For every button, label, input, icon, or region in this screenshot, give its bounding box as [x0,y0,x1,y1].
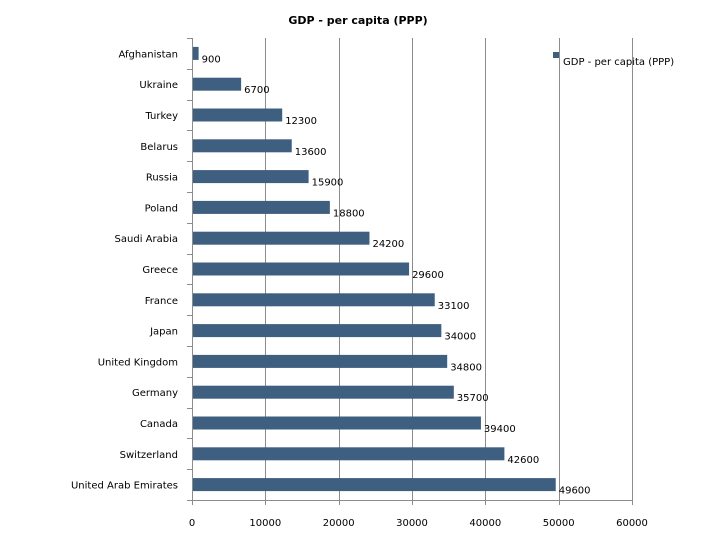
bar [193,385,454,399]
data-label: 34800 [450,362,482,373]
category-label: Germany [132,388,178,399]
x-tick-label: 20000 [323,518,355,529]
x-tick-label: 10000 [249,518,281,529]
data-label: 49600 [559,486,591,497]
bar [193,354,448,368]
category-label: France [145,296,178,307]
bar [193,478,556,492]
data-label: 6700 [244,85,269,96]
bar [193,108,283,122]
data-label: 34000 [444,332,476,343]
data-label: 33100 [438,301,470,312]
x-tick-label: 30000 [396,518,428,529]
category-label: Ukraine [139,80,178,91]
data-label: 42600 [507,455,539,466]
category-labels: Afghanistan Ukraine Turkey Belarus Russia Pol… [71,49,178,491]
bar [193,170,309,184]
bar [193,447,505,461]
bars [193,46,556,492]
bar [193,231,370,245]
data-label: 29600 [412,270,444,281]
bar [193,200,330,214]
bar [193,77,242,91]
category-label: Russia [146,173,178,184]
data-labels: 900 6700 12300 13600 15900 18800 24200 29600 331… [202,54,591,496]
bar [193,293,435,307]
x-tick-label: 50000 [543,518,575,529]
category-label: Poland [145,203,178,214]
data-label: 39400 [484,424,516,435]
x-tick-label: 40000 [469,518,501,529]
category-label: Switzerland [120,450,178,461]
data-label: 35700 [457,393,489,404]
legend-label: GDP - per capita (PPP) [563,57,674,68]
category-label: United Arab Emirates [71,481,178,492]
category-label: Saudi Arabia [115,234,178,245]
data-label: 15900 [312,178,344,189]
bar [193,46,199,60]
data-label: 900 [202,54,221,65]
category-label: Greece [142,265,178,276]
bar [193,139,292,153]
bar [193,416,481,430]
bar [193,324,442,338]
x-tick-label: 0 [189,518,195,529]
legend: GDP - per capita (PPP) [553,52,674,68]
data-label: 13600 [295,147,327,158]
x-tick-labels: 0 10000 20000 30000 40000 50000 60000 [189,518,648,529]
legend-swatch [553,52,559,58]
x-tick-label: 60000 [616,518,648,529]
category-label: United Kingdom [98,357,178,368]
category-label: Turkey [144,111,178,122]
data-label: 12300 [285,116,317,127]
category-label: Belarus [140,142,178,153]
category-label: Japan [149,327,178,338]
data-label: 18800 [333,208,365,219]
category-label: Afghanistan [118,49,178,60]
bar [193,262,410,276]
chart-title: GDP - per capita (PPP) [288,14,427,27]
data-label: 24200 [372,239,404,250]
category-label: Canada [140,419,178,430]
